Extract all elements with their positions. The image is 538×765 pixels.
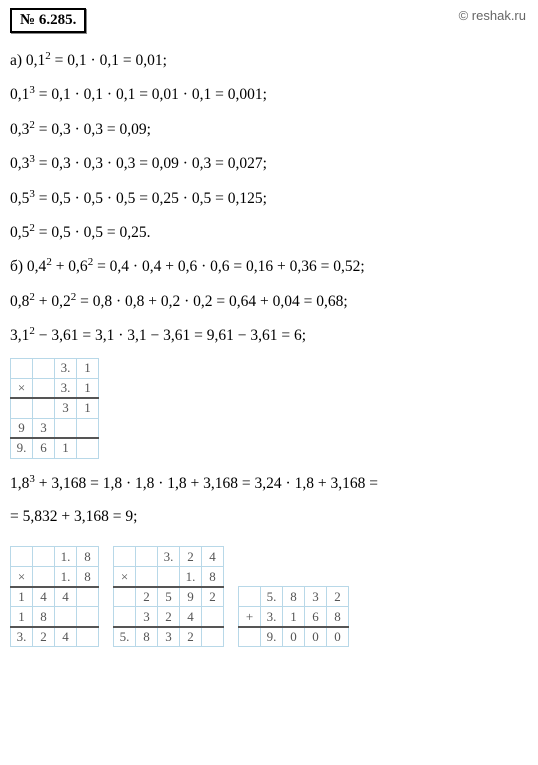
table-cell: 2: [136, 587, 158, 607]
equation-a3: 0,32 = 0,3 · 0,3 = 0,09;: [10, 117, 528, 141]
table-cell: [136, 567, 158, 587]
multiplication-table-1: 3.1×3.131939.61: [10, 358, 99, 459]
copyright-text: © reshak.ru: [459, 8, 526, 23]
equation-b3: 3,12 − 3,61 = 3,1 · 3,1 − 3,61 = 9,61 − …: [10, 323, 528, 347]
table-cell: [158, 567, 180, 587]
table-cell: 1: [77, 378, 99, 398]
table-cell: 4: [202, 547, 224, 567]
table-cell: +: [239, 607, 261, 627]
table-cell: 2: [33, 627, 55, 647]
equation-a4: 0,33 = 0,3 · 0,3 · 0,3 = 0,09 · 0,3 = 0,…: [10, 151, 528, 175]
table-cell: [11, 398, 33, 418]
table-cell: 8: [327, 607, 349, 627]
table-cell: 8: [77, 547, 99, 567]
table-cell: 0: [327, 627, 349, 647]
equation-a2: 0,13 = 0,1 · 0,1 · 0,1 = 0,01 · 0,1 = 0,…: [10, 82, 528, 106]
table-cell: 3.: [55, 358, 77, 378]
equation-a6: 0,52 = 0,5 · 0,5 = 0,25.: [10, 220, 528, 244]
table-cell: 8: [136, 627, 158, 647]
table-cell: [202, 627, 224, 647]
table-cell: ×: [11, 378, 33, 398]
table-cell: 3: [305, 587, 327, 607]
table-cell: 1.: [180, 567, 202, 587]
table-cell: 1: [11, 587, 33, 607]
table-cell: 4: [33, 587, 55, 607]
table-cell: 1: [55, 438, 77, 458]
table-cell: 1: [11, 607, 33, 627]
table-cell: 1.: [55, 567, 77, 587]
table-cell: 2: [202, 587, 224, 607]
table-cell: 0: [305, 627, 327, 647]
table-cell: 1: [77, 398, 99, 418]
table-cell: 2: [158, 607, 180, 627]
table-cell: 6: [33, 438, 55, 458]
table-cell: 3.: [11, 627, 33, 647]
table-cell: [239, 627, 261, 647]
table-cell: 8: [202, 567, 224, 587]
table-cell: [114, 607, 136, 627]
table-cell: 4: [180, 607, 202, 627]
equation-a1: а) 0,12 = 0,1 · 0,1 = 0,01;: [10, 48, 528, 72]
table-cell: [77, 627, 99, 647]
table-cell: [33, 398, 55, 418]
table-cell: 9: [180, 587, 202, 607]
table-cell: 9.: [11, 438, 33, 458]
table-cell: 0: [283, 627, 305, 647]
table-cell: ×: [11, 567, 33, 587]
table-cell: [136, 547, 158, 567]
table-cell: 8: [33, 607, 55, 627]
table-cell: 4: [55, 587, 77, 607]
equation-b2: 0,82 + 0,22 = 0,8 · 0,8 + 0,2 · 0,2 = 0,…: [10, 289, 528, 313]
table-cell: [11, 358, 33, 378]
multiplication-table-3: 3.24×1.825923245.832: [113, 546, 224, 647]
equation-a5: 0,53 = 0,5 · 0,5 · 0,5 = 0,25 · 0,5 = 0,…: [10, 186, 528, 210]
table-cell: [33, 358, 55, 378]
problem-number-badge: № 6.285.: [10, 8, 86, 33]
table-cell: 4: [55, 627, 77, 647]
table-cell: 2: [180, 547, 202, 567]
table-cell: [114, 547, 136, 567]
table-cell: 1.: [55, 547, 77, 567]
table-cell: [77, 607, 99, 627]
equation-b5: = 5,832 + 3,168 = 9;: [10, 505, 528, 528]
table-cell: [77, 587, 99, 607]
table-cell: 3.: [261, 607, 283, 627]
table-cell: 3: [55, 398, 77, 418]
table-cell: 5.: [114, 627, 136, 647]
table-cell: [114, 587, 136, 607]
table-cell: [77, 418, 99, 438]
table-cell: [202, 607, 224, 627]
table-cell: 2: [327, 587, 349, 607]
table-cell: [33, 378, 55, 398]
table-cell: 3.: [55, 378, 77, 398]
table-cell: 8: [283, 587, 305, 607]
table-cell: 3: [33, 418, 55, 438]
multiplication-table-2: 1.8×1.8144183.24: [10, 546, 99, 647]
table-cell: 3: [158, 627, 180, 647]
tables-row: 1.8×1.8144183.24 3.24×1.825923245.832 5.…: [10, 538, 528, 659]
content-area: а) 0,12 = 0,1 · 0,1 = 0,01; 0,13 = 0,1 ·…: [10, 48, 528, 659]
table-cell: 3: [136, 607, 158, 627]
table-cell: [55, 607, 77, 627]
equation-b1: б) 0,42 + 0,62 = 0,4 · 0,4 + 0,6 · 0,6 =…: [10, 254, 528, 278]
table-cell: 5: [158, 587, 180, 607]
table-cell: 2: [180, 627, 202, 647]
equation-b4: 1,83 + 3,168 = 1,8 · 1,8 · 1,8 + 3,168 =…: [10, 471, 528, 495]
table-cell: 9.: [261, 627, 283, 647]
table-cell: [55, 418, 77, 438]
table-cell: [239, 587, 261, 607]
addition-table-4: 5.832+3.1689.000: [238, 586, 349, 647]
table-cell: 1: [283, 607, 305, 627]
table-cell: 1: [77, 358, 99, 378]
table-cell: [77, 438, 99, 458]
table-cell: 6: [305, 607, 327, 627]
table-cell: 3.: [158, 547, 180, 567]
table-cell: 5.: [261, 587, 283, 607]
table-cell: [33, 547, 55, 567]
table-cell: ×: [114, 567, 136, 587]
table-cell: [33, 567, 55, 587]
table-cell: 8: [77, 567, 99, 587]
table-cell: [11, 547, 33, 567]
table-cell: 9: [11, 418, 33, 438]
